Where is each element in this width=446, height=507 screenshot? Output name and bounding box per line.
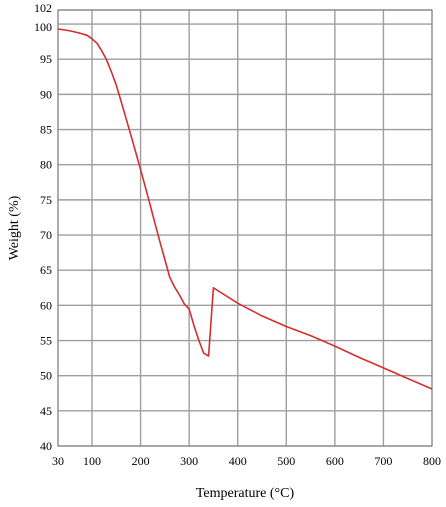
y-tick-label: 50 — [40, 369, 52, 383]
y-tick-label: 60 — [40, 298, 52, 312]
y-tick-label: 80 — [40, 158, 52, 172]
x-tick-label: 800 — [423, 454, 441, 468]
y-tick-label: 102 — [34, 1, 52, 15]
x-tick-label: 30 — [52, 454, 64, 468]
y-tick-label: 100 — [34, 20, 52, 34]
x-tick-label: 300 — [180, 454, 198, 468]
x-tick-label: 100 — [83, 454, 101, 468]
y-tick-label: 70 — [40, 228, 52, 242]
y-tick-label: 85 — [40, 123, 52, 137]
plot-frame — [57, 9, 433, 447]
y-tick-labels: 40 45 50 55 60 65 70 75 80 85 90 95 100 102 — [34, 1, 52, 453]
x-tick-label: 400 — [229, 454, 247, 468]
y-tick-label: 75 — [40, 193, 52, 207]
y-tick-label: 95 — [40, 52, 52, 66]
y-tick-label: 90 — [40, 87, 52, 101]
y-tick-label: 65 — [40, 263, 52, 277]
x-tick-label: 200 — [132, 454, 150, 468]
series-group — [57, 28, 433, 390]
x-tick-label: 500 — [277, 454, 295, 468]
x-tick-labels: 30 100 200 300 400 500 600 700 800 — [52, 454, 441, 468]
y-tick-label: 40 — [40, 439, 52, 453]
y-tick-label: 55 — [40, 334, 52, 348]
x-axis-title: Temperature (°C) — [196, 486, 295, 501]
y-tick-label: 45 — [40, 404, 52, 418]
x-tick-label: 600 — [326, 454, 344, 468]
y-axis-title: Weight (%) — [7, 195, 22, 260]
series-line-0 — [57, 28, 433, 390]
x-tick-label: 700 — [374, 454, 392, 468]
